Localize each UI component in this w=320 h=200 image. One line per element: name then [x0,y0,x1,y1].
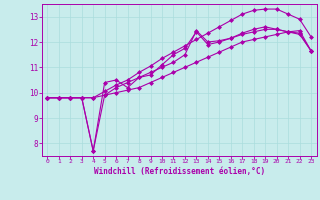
X-axis label: Windchill (Refroidissement éolien,°C): Windchill (Refroidissement éolien,°C) [94,167,265,176]
